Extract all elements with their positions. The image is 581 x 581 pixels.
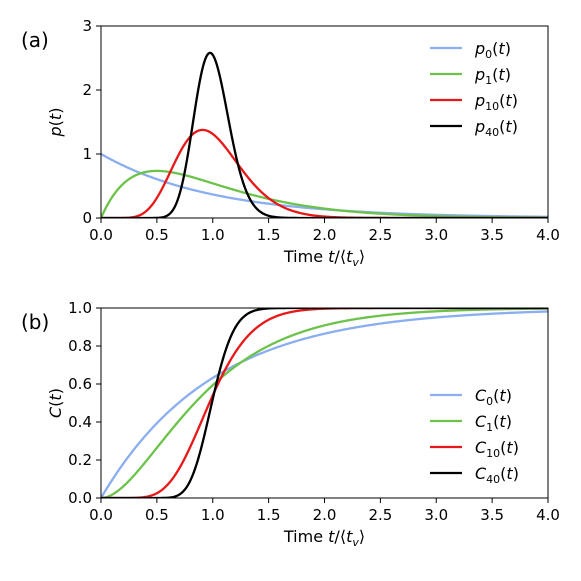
x-tick-label: 1.5 [257,506,281,524]
x-tick-label: 3.0 [424,506,448,524]
x-axis-label: Time t/⟨tv⟩ [283,527,365,549]
y-tick-label: 2 [82,81,92,99]
x-tick-label: 0.0 [89,506,113,524]
panel-label: (b) [21,310,49,334]
x-tick-label: 2.0 [313,226,337,244]
x-tick-label: 1.0 [201,226,225,244]
legend-entry: C1(t) [475,412,512,434]
series-line-c1t [101,308,548,498]
y-tick-label: 1 [82,145,92,163]
x-tick-label: 1.0 [201,506,225,524]
legend: C0(t) C1(t) C10(t) C40(t) [430,386,519,486]
x-tick-label: 3.0 [424,226,448,244]
x-tick-label: 4.0 [536,506,560,524]
legend-entry: p40(t) [474,117,518,139]
series-line-p0t [101,153,548,218]
series-line-c40t [101,308,548,498]
x-tick-label: 3.5 [480,226,504,244]
legend-entry: C10(t) [475,438,519,460]
x-tick-label: 0.5 [145,226,169,244]
series-group [101,308,548,498]
legend-entry: p0(t) [474,39,511,61]
y-tick-label: 0 [82,209,92,227]
legend-entry: p10(t) [474,91,518,113]
y-axis-label: p(t) [46,108,65,138]
y-tick-label: 0.0 [68,489,92,507]
series-line-p10t [101,128,548,218]
panel-label: (a) [21,28,49,52]
x-tick-label: 4.0 [536,226,560,244]
y-axis-label: C(t) [46,388,65,418]
x-tick-label: 2.5 [368,226,392,244]
x-tick-label: 2.5 [368,506,392,524]
y-tick-label: 0.6 [68,375,92,393]
x-tick-label: 1.5 [257,226,281,244]
y-tick-label: 1.0 [68,299,92,317]
legend: p0(t) p1(t) p10(t) p40(t) [430,39,518,139]
y-tick-label: 0.2 [68,451,92,469]
y-tick-label: 0.4 [68,413,92,431]
x-axis-label: Time t/⟨tv⟩ [283,247,365,269]
x-tick-label: 0.0 [89,226,113,244]
y-tick-label: 0.8 [68,337,92,355]
y-tick-label: 3 [82,17,92,35]
panel-b: 0.0 0.5 1.0 1.5 2.0 2.5 3.0 3.5 4.0 0.0 0.2 0.4 0.6 0… [21,299,560,549]
legend-entry: C40(t) [475,464,519,486]
series-group [101,51,548,218]
series-line-c0t [101,310,548,498]
x-tick-label: 3.5 [480,506,504,524]
legend-entry: C0(t) [475,386,512,408]
series-line-p40t [101,51,548,218]
x-tick-label: 2.0 [313,506,337,524]
panel-a: 0.0 0.5 1.0 1.5 2.0 2.5 3.0 3.5 4.0 0 1 2 3 Time t/⟨t… [21,17,560,269]
x-tick-label: 0.5 [145,506,169,524]
legend-entry: p1(t) [474,65,511,87]
